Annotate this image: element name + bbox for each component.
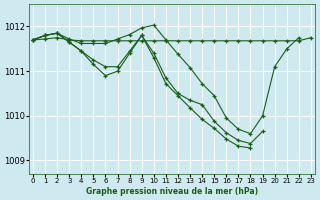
X-axis label: Graphe pression niveau de la mer (hPa): Graphe pression niveau de la mer (hPa) (86, 187, 258, 196)
